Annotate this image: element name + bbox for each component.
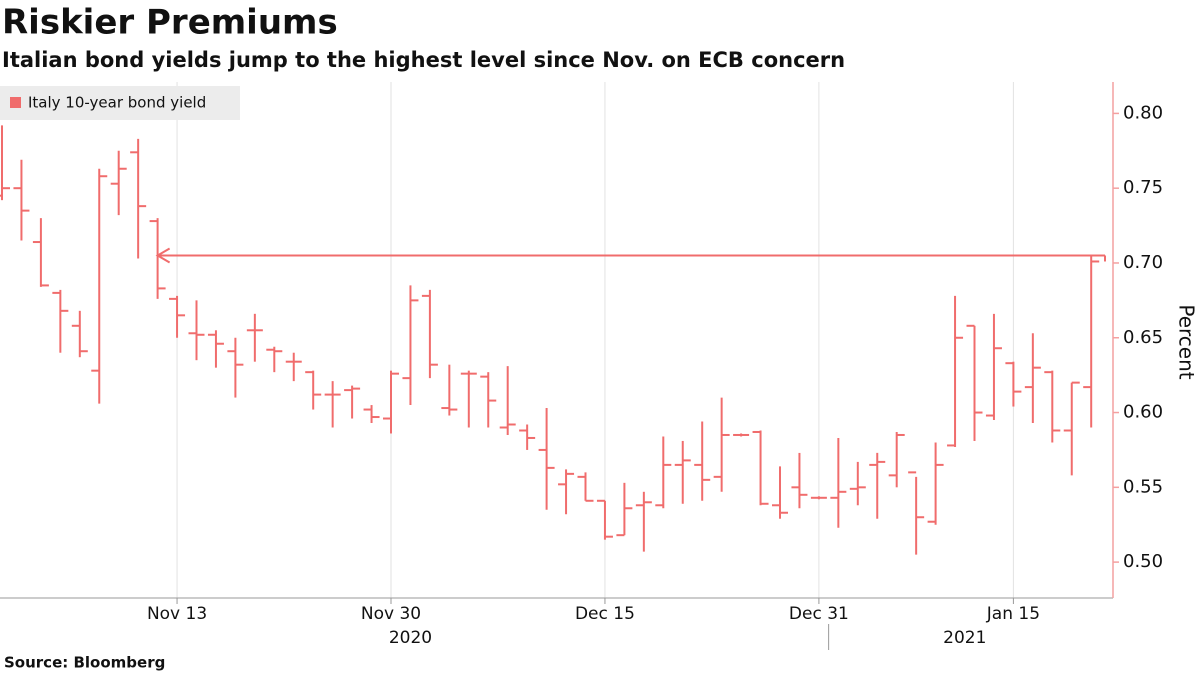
x-tick-label: Nov 13 <box>147 604 207 624</box>
y-tick-label: 0.50 <box>1123 551 1163 572</box>
x-tick-label: Jan 15 <box>986 604 1040 624</box>
x-tick-label: Dec 31 <box>789 604 849 624</box>
year-label: 2021 <box>943 628 986 648</box>
y-tick-label: 0.60 <box>1123 402 1163 423</box>
chart-subtitle: Italian bond yields jump to the highest … <box>2 48 845 72</box>
chart-title: Riskier Premiums <box>2 3 338 43</box>
year-label: 2020 <box>389 628 432 648</box>
y-axis-label: Percent <box>1175 304 1199 379</box>
y-tick-label: 0.70 <box>1123 252 1163 273</box>
legend-box <box>0 86 240 120</box>
y-tick-label: 0.80 <box>1123 102 1163 123</box>
y-tick-label: 0.75 <box>1123 177 1163 198</box>
source: Source: Bloomberg <box>4 654 165 672</box>
x-tick-label: Dec 15 <box>575 604 635 624</box>
legend-label: Italy 10-year bond yield <box>28 94 206 112</box>
y-tick-label: 0.55 <box>1123 476 1163 497</box>
highlight-arrowhead <box>155 247 171 264</box>
y-tick-label: 0.65 <box>1123 327 1163 348</box>
x-tick-label: Nov 30 <box>361 604 421 624</box>
legend-swatch <box>10 97 21 108</box>
